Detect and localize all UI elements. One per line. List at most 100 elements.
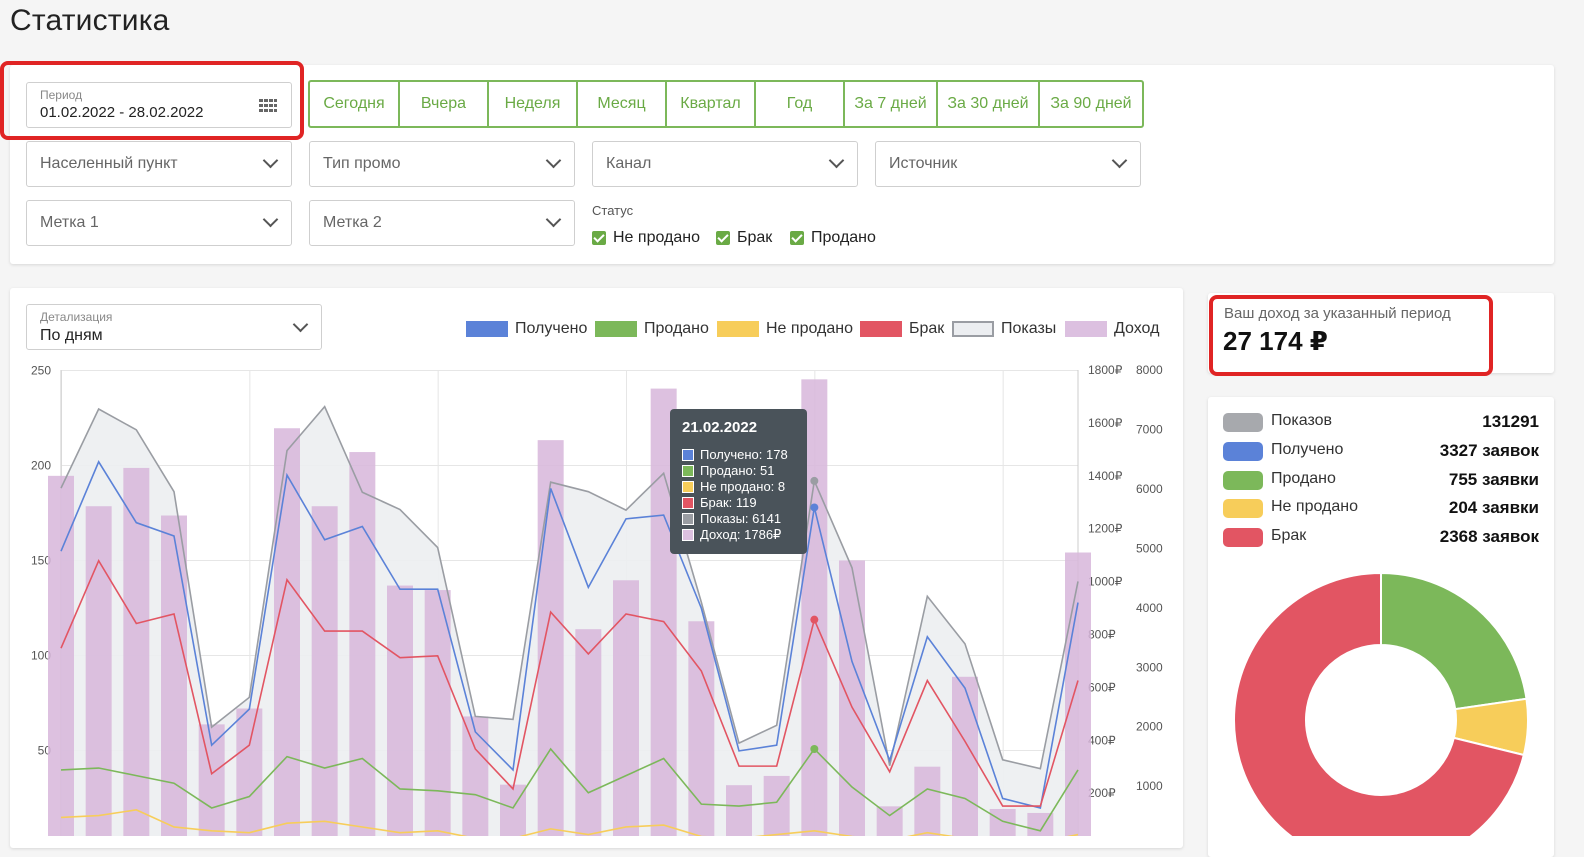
income-tick-label: 800₽ — [1088, 628, 1116, 642]
period-label: Период — [40, 88, 83, 102]
shows-tick-label: 3000 — [1136, 660, 1163, 674]
tag2-select[interactable]: Метка 2 — [309, 200, 575, 246]
period-yesterday-button[interactable]: Вчера — [400, 82, 489, 126]
stat-row-not-sold: Не продано 204 заявки — [1223, 497, 1539, 519]
detail-label: Детализация — [40, 310, 113, 324]
status-donut-chart[interactable] — [1208, 540, 1554, 836]
tooltip-swatch — [682, 464, 694, 477]
stats-chart[interactable]: 250 200 150 100 50 1800₽ 1600₽ 1400₽ 1200₽ 1000₽ 8… — [0, 0, 1200, 836]
income-bar — [688, 621, 715, 836]
stat-value: 131291 — [1482, 412, 1539, 431]
period-30days-button[interactable]: За 30 дней — [938, 82, 1040, 126]
income-bar — [48, 475, 74, 836]
series-line-Продано — [60, 747, 1079, 832]
period-field[interactable]: Период 01.02.2022 - 28.02.2022 — [26, 82, 292, 128]
donut-slice[interactable] — [1233, 571, 1525, 836]
income-tick-label: 200₽ — [1088, 786, 1116, 800]
income-bar — [763, 775, 790, 836]
legend-label: Получено — [515, 320, 588, 337]
income-tick-label: 1000₽ — [1088, 575, 1123, 589]
shows-tick-label: 8000 — [1136, 363, 1163, 377]
calendar-icon[interactable] — [259, 99, 277, 113]
detail-select[interactable]: Детализация По дням — [26, 304, 322, 350]
income-bar — [387, 585, 413, 836]
stat-name: Не продано — [1271, 498, 1358, 515]
highlight-point — [810, 476, 819, 485]
income-bar — [236, 708, 263, 836]
locality-select[interactable]: Населенный пункт — [26, 141, 292, 187]
period-month-button[interactable]: Месяц — [578, 82, 667, 126]
tooltip-swatch — [682, 448, 694, 461]
stat-value: 3327 заявок — [1439, 441, 1539, 460]
income-value: 27 174 ₽ — [1223, 326, 1328, 356]
tooltip-swatch — [682, 529, 694, 541]
period-value: 01.02.2022 - 28.02.2022 — [40, 104, 204, 121]
income-bar — [161, 515, 187, 836]
legend-received[interactable]: Получено — [466, 320, 587, 338]
legend-label: Не продано — [766, 320, 853, 337]
status-not-sold-checkbox[interactable]: Не продано — [592, 229, 700, 247]
legend-label: Брак — [909, 320, 945, 337]
shows-tick-label: 1000 — [1136, 779, 1163, 793]
legend-label: Продано — [644, 320, 709, 337]
stat-swatch — [1223, 471, 1263, 490]
period-week-button[interactable]: Неделя — [489, 82, 578, 126]
tooltip-text: Не продано: 8 — [700, 479, 786, 494]
highlight-point — [810, 503, 819, 512]
income-highlight — [1209, 295, 1493, 376]
tag1-select[interactable]: Метка 1 — [26, 200, 292, 246]
income-card — [1208, 293, 1554, 373]
income-bar — [537, 440, 564, 836]
income-tick-label: 1600₽ — [1088, 416, 1123, 430]
legend-swatch — [595, 321, 637, 337]
status-defect-checkbox[interactable]: Брак — [716, 229, 772, 247]
stat-row-sold: Продано 755 заявки — [1223, 469, 1539, 491]
legend-sold[interactable]: Продано — [595, 320, 709, 338]
y-tick-label: 250 — [31, 364, 51, 378]
shows-tick-label: 6000 — [1136, 482, 1163, 496]
status-label: Статус — [592, 203, 634, 218]
legend-income[interactable]: Доход — [1065, 320, 1159, 338]
donut-slice[interactable] — [1380, 571, 1528, 711]
period-90days-button[interactable]: За 90 дней — [1050, 95, 1132, 112]
promo-type-select[interactable]: Тип промо — [309, 141, 575, 187]
income-bar — [613, 580, 639, 836]
income-bar — [311, 506, 338, 836]
shows-tick-label: 2000 — [1136, 720, 1163, 734]
channel-select[interactable]: Канал — [592, 141, 858, 187]
income-bar — [914, 766, 941, 836]
y-tick-label: 200 — [31, 459, 51, 473]
period-quarter-button[interactable]: Квартал — [667, 82, 756, 126]
period-today-button[interactable]: Сегодня — [310, 82, 400, 126]
income-bar — [274, 428, 300, 836]
source-select[interactable]: Источник — [875, 141, 1141, 187]
shows-tick-label: 7000 — [1136, 422, 1163, 436]
stat-swatch — [1223, 442, 1263, 461]
income-bar — [424, 590, 451, 836]
legend-defect[interactable]: Брак — [860, 320, 944, 338]
status-sold-checkbox[interactable]: Продано — [790, 229, 876, 247]
y-tick-label: 150 — [31, 554, 51, 568]
legend-label: Доход — [1114, 320, 1160, 337]
legend-swatch — [717, 321, 759, 337]
tag1-select-label: Метка 1 — [40, 214, 99, 231]
period-year-button[interactable]: Год — [756, 82, 845, 126]
quick-period-group: Сегодня Вчера Неделя Месяц Квартал Год З… — [308, 80, 1144, 128]
period-7days-button[interactable]: За 7 дней — [845, 82, 938, 126]
legend-swatch — [466, 321, 508, 337]
stat-swatch — [1223, 413, 1263, 432]
highlight-point — [810, 744, 819, 753]
legend-shows[interactable]: Показы — [952, 320, 1056, 338]
stat-swatch — [1223, 499, 1263, 518]
tooltip-line-defect: Брак: 119 — [682, 495, 757, 510]
stat-row-received: Получено 3327 заявок — [1223, 440, 1539, 462]
income-tick-label: 1200₽ — [1088, 522, 1123, 536]
tooltip-line-income: Доход: 1786₽ — [682, 527, 781, 543]
y-tick-label: 100 — [31, 649, 51, 663]
detail-value: По дням — [40, 327, 103, 344]
legend-not-sold[interactable]: Не продано — [717, 320, 853, 338]
status-not-sold-label: Не продано — [613, 229, 700, 246]
period-highlight — [0, 61, 304, 140]
tooltip-title: 21.02.2022 — [682, 419, 758, 436]
income-bar — [575, 629, 602, 836]
